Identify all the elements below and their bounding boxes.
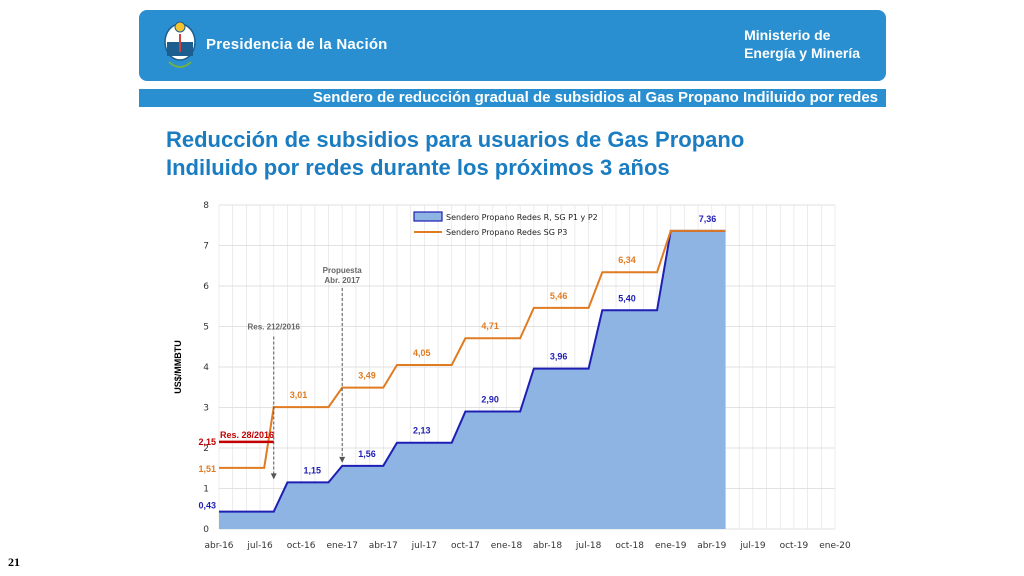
x-tick-label: jul-19 [739,541,766,551]
y-tick-label: 1 [203,485,209,495]
legend-swatch-area [413,211,443,222]
ministerio-label: Ministerio de Energía y Minería [744,26,860,62]
annotation-res-28: Res. 28/2016 [220,430,274,440]
header-banner: Presidencia de la Nación Ministerio de E… [139,10,886,81]
y-tick-label: 7 [203,242,209,252]
annotation-res-212: Res. 212/2016 [248,323,301,332]
x-tick-label: ene-18 [491,541,523,551]
blue-data-label: 1,15 [303,465,321,475]
y-tick-label: 2 [203,444,209,454]
page-title: Reducción de subsidios para usuarios de … [166,126,866,182]
blue-data-label: 2,90 [481,395,499,405]
x-tick-label: ene-20 [819,541,851,551]
blue-data-label: 3,96 [550,352,568,362]
orange-data-label: 3,49 [358,371,376,381]
legend-label-orange: Sendero Propano Redes SG P3 [446,228,567,237]
x-tick-label: jul-18 [575,541,602,551]
title-line2: Indiluido por redes durante los próximos… [166,155,670,180]
annotation-abr-2017: Abr. 2017 [324,276,360,285]
blue-data-label: 0,43 [198,501,216,511]
orange-data-label: 4,71 [481,321,499,331]
x-tick-label: oct-16 [287,541,316,551]
presidencia-label: Presidencia de la Nación [206,36,388,53]
x-tick-label: abr-17 [369,541,398,551]
x-tick-label: oct-18 [615,541,644,551]
y-tick-label: 5 [203,323,209,333]
orange-series-line [219,229,726,469]
orange-data-label: 6,34 [618,255,636,265]
x-tick-label: ene-19 [655,541,687,551]
y-tick-label: 6 [203,282,209,292]
y-tick-label: 4 [203,363,209,373]
blue-data-label: 5,40 [618,293,636,303]
orange-data-label: 3,01 [290,390,308,400]
x-tick-label: abr-18 [533,541,562,551]
x-tick-label: oct-17 [451,541,480,551]
x-tick-label: abr-19 [697,541,726,551]
blue-data-label: 1,56 [358,449,376,459]
area-series-line [219,229,726,513]
subtitle-bar: Sendero de reducción gradual de subsidio… [139,89,886,107]
subtitle-text: Sendero de reducción gradual de subsidio… [312,89,878,106]
page-number: 21 [8,555,20,569]
y-tick-label: 8 [203,201,209,211]
y-axis-label: US$/MMBTU [173,340,183,394]
x-tick-label: ene-17 [326,541,357,551]
argentina-seal-icon [164,21,196,68]
title-line1: Reducción de subsidios para usuarios de … [166,127,745,152]
y-tick-label: 3 [203,404,209,414]
ministerio-line1: Ministerio de [744,27,831,43]
orange-data-label: 4,05 [413,348,431,358]
legend-label-area: Sendero Propano Redes R, SG P1 y P2 [446,213,598,222]
blue-data-label: 7,36 [699,214,717,224]
ministerio-line2: Energía y Minería [744,45,860,61]
x-tick-label: oct-19 [780,541,809,551]
y-tick-label: 0 [203,525,209,535]
arrowhead-propuesta [339,456,346,463]
x-tick-label: abr-16 [204,541,233,551]
annotation-propuesta: Propuesta [323,266,363,275]
orange-data-label: 1,51 [198,464,216,474]
area-series-fill [219,230,726,530]
blue-data-label: 2,13 [413,426,431,436]
orange-data-label: 5,46 [550,291,568,301]
x-tick-label: jul-16 [246,541,273,551]
x-tick-label: jul-17 [411,541,437,551]
arrowhead-res-212 [270,473,277,480]
red-data-label: 2,15 [198,437,216,447]
